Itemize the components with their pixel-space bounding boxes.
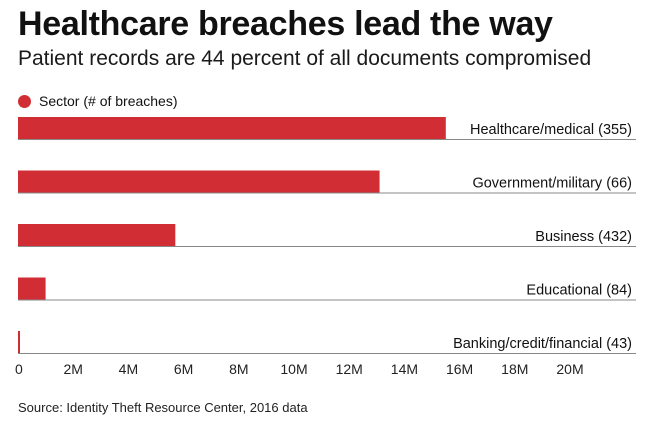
x-tick-label-1: 2M <box>63 361 82 377</box>
legend-swatch <box>18 94 31 108</box>
x-tick-label-0: 0 <box>15 361 23 377</box>
bar-0 <box>18 117 446 139</box>
chart-title: Healthcare breaches lead the way <box>18 5 553 43</box>
bar-3 <box>18 277 46 300</box>
category-label-1: Government/military (66) <box>472 176 632 192</box>
x-tick-label-8: 16M <box>446 361 473 377</box>
bar-2 <box>18 224 176 246</box>
x-tick-label-10: 20M <box>556 361 583 377</box>
x-tick-label-4: 8M <box>229 361 248 377</box>
chart-subtitle: Patient records are 44 percent of all do… <box>18 47 592 70</box>
bar-1 <box>18 170 380 193</box>
x-tick-label-6: 12M <box>336 361 363 377</box>
x-tick-label-5: 10M <box>280 361 307 377</box>
x-tick-label-2: 4M <box>119 361 138 377</box>
source-note: Source: Identity Theft Resource Center, … <box>18 400 308 415</box>
category-label-4: Banking/credit/financial (43) <box>453 336 632 352</box>
category-label-3: Educational (84) <box>526 283 632 299</box>
legend-label: Sector (# of breaches) <box>39 93 178 109</box>
legend: Sector (# of breaches) <box>18 92 178 110</box>
category-label-0: Healthcare/medical (355) <box>470 122 632 138</box>
category-label-2: Business (432) <box>535 229 632 245</box>
x-tick-label-7: 14M <box>391 361 418 377</box>
x-tick-label-3: 6M <box>174 361 193 377</box>
x-tick-label-9: 18M <box>501 361 528 377</box>
bar-4 <box>18 331 20 353</box>
